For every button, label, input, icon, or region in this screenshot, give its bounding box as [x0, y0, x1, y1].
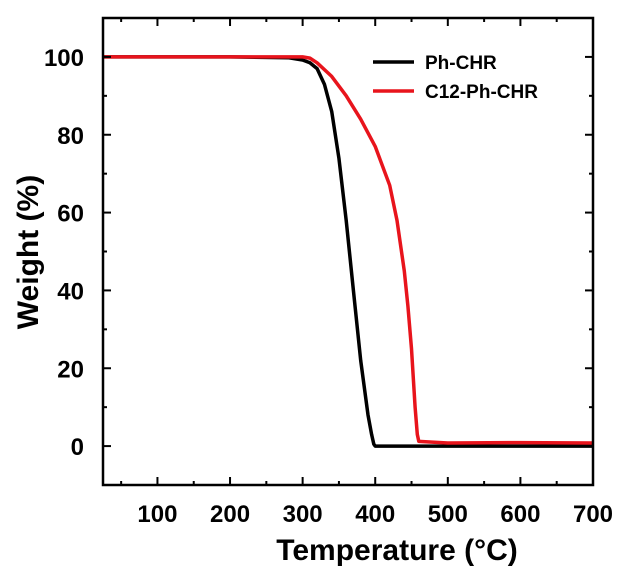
x-tick-label-400: 400: [355, 501, 395, 528]
y-tick-label-0: 0: [71, 434, 84, 461]
series-line-ph-chr: [103, 55, 593, 448]
x-tick-label-200: 200: [210, 501, 250, 528]
y-tick-label-100: 100: [44, 45, 84, 72]
x-tick-label-100: 100: [137, 501, 177, 528]
x-axis-title: Temperature (°C): [276, 534, 517, 567]
y-tick-label-20: 20: [57, 356, 84, 383]
x-tick-label-600: 600: [500, 501, 540, 528]
legend: Ph-CHR C12-Ph-CHR: [373, 53, 538, 103]
legend-label-ph-chr: Ph-CHR: [425, 53, 497, 74]
y-tick-label-80: 80: [57, 123, 84, 150]
y-axis-title: Weight (%): [12, 175, 45, 329]
plot-frame: [101, 16, 595, 487]
y-tick-label-60: 60: [57, 201, 84, 228]
legend-label-c12-ph-chr: C12-Ph-CHR: [425, 82, 538, 103]
x-tick-label-500: 500: [428, 501, 468, 528]
x-tick-label-300: 300: [283, 501, 323, 528]
y-tick-label-40: 40: [57, 278, 84, 305]
x-tick-label-700: 700: [573, 501, 613, 528]
series-line-c12-ph-chr: [103, 55, 593, 445]
